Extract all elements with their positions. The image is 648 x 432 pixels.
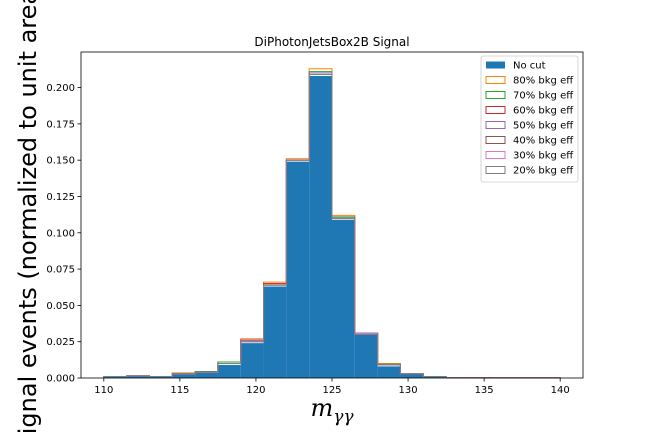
x-axis-label-subscript: γγ (333, 407, 354, 427)
y-tick-label-1: 0.025 (46, 337, 75, 348)
legend-label-2: 70% bkg eff (513, 91, 574, 102)
x-tick-label-120: 120 (246, 385, 265, 396)
bar-nocut-2 (149, 376, 173, 378)
x-tick-label-125: 125 (322, 385, 341, 396)
chart-title: DiPhotonJetsBox2B Signal (254, 35, 409, 49)
legend-swatch-1 (485, 76, 506, 84)
x-tick-label-130: 130 (399, 385, 418, 396)
legend-label-0: No cut (513, 61, 546, 72)
legend: No cut 80% bkg eff 70% bkg eff 60% bkg eff 5… (480, 55, 579, 183)
bar-nocut-12 (377, 366, 401, 378)
bar-nocut-3 (172, 374, 196, 378)
legend-label-7: 20% bkg eff (513, 166, 574, 177)
legend-label-6: 30% bkg eff (513, 151, 574, 162)
y-axis-ticks: 0.000 0.025 0.050 0.075 0.100 0.125 0.150 0.175… (46, 83, 81, 385)
y-tick-label-0: 0.000 (46, 374, 75, 385)
y-tick-label-4: 0.100 (46, 228, 75, 239)
legend-swatch-6 (485, 151, 506, 159)
bar-nocut-1 (126, 375, 150, 378)
x-axis-label-base: m (310, 394, 333, 422)
bar-nocut-9 (309, 75, 332, 379)
legend-swatch-4 (485, 121, 506, 129)
legend-label-4: 50% bkg eff (513, 121, 574, 132)
y-axis-label: Signal events (normalized to unit area) (14, 0, 42, 432)
bars-layer (103, 75, 561, 379)
y-tick-label-3: 0.075 (46, 265, 75, 276)
x-tick-label-115: 115 (170, 385, 189, 396)
x-tick-label-135: 135 (475, 385, 494, 396)
legend-label-1: 80% bkg eff (513, 76, 574, 87)
legend-label-3: 60% bkg eff (513, 106, 574, 117)
y-tick-label-7: 0.175 (46, 119, 75, 130)
bar-nocut-6 (240, 343, 264, 378)
bar-nocut-5 (217, 364, 241, 378)
bar-nocut-10 (332, 219, 355, 378)
bar-nocut-0 (103, 376, 127, 378)
y-tick-label-5: 0.125 (46, 192, 75, 203)
legend-swatch-5 (485, 136, 506, 144)
legend-swatch-7 (485, 166, 506, 174)
legend-swatch-3 (485, 106, 506, 114)
bar-nocut-8 (286, 161, 310, 378)
legend-box (480, 55, 579, 183)
y-tick-label-8: 0.200 (46, 83, 75, 94)
legend-swatch-0 (486, 61, 505, 69)
x-tick-label-110: 110 (94, 385, 113, 396)
x-tick-label-140: 140 (551, 385, 570, 396)
bar-nocut-14 (423, 376, 447, 378)
bar-nocut-11 (354, 334, 378, 378)
bar-nocut-13 (400, 373, 424, 378)
legend-swatch-2 (485, 91, 506, 99)
legend-label-5: 40% bkg eff (513, 136, 574, 147)
bar-nocut-7 (263, 286, 287, 378)
x-axis-label: mγγ (310, 394, 354, 427)
y-tick-label-2: 0.050 (46, 301, 75, 312)
x-axis-ticks: 110 115 120 125 130 135 140 (94, 378, 570, 396)
y-tick-label-6: 0.150 (46, 156, 75, 167)
bar-nocut-4 (195, 372, 218, 378)
